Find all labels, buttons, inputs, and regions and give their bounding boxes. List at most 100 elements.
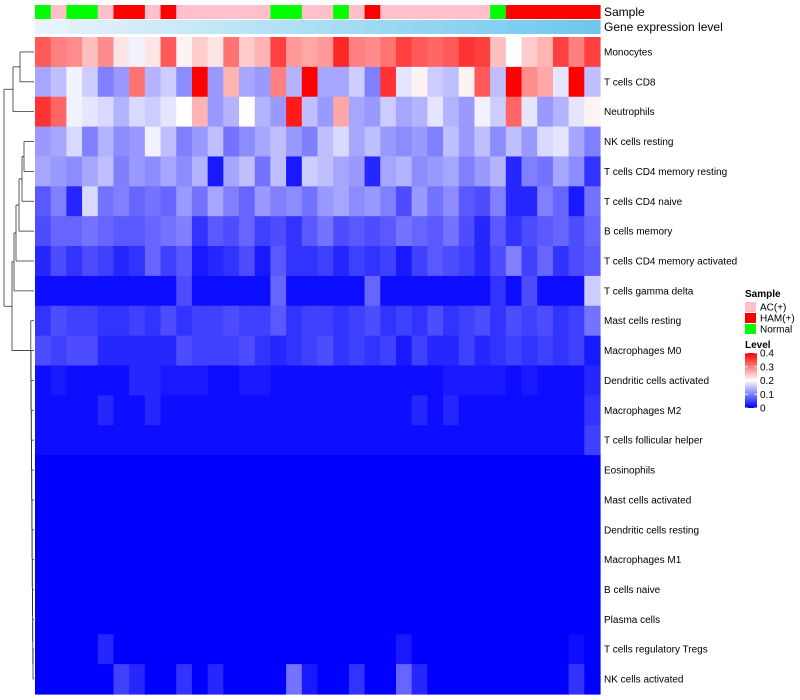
heatmap-cell [286,425,303,456]
heatmap-cell [160,574,177,606]
heatmap-cell [568,395,585,426]
heatmap-cell [364,634,381,665]
heatmap-cell [333,96,350,128]
sample-annotation-cell [364,5,381,19]
heatmap-cell [207,246,224,277]
heatmap-cell [129,126,146,158]
heatmap-cell [191,216,209,247]
heatmap-cell [50,664,67,695]
heatmap-cell [82,126,99,158]
heatmap-cell [380,275,397,307]
heatmap-cell [474,186,491,217]
heatmap-cell [301,37,319,68]
heatmap-cell [254,37,272,68]
heatmap-cell [505,186,523,217]
heatmap-cell [113,126,130,158]
heatmap-cell [474,514,491,546]
gene-expression-annotation-cell [50,20,67,34]
heatmap-cell [50,634,67,665]
heatmap-cell [286,335,303,367]
heatmap-cell [395,66,413,98]
heatmap-cell [239,365,256,396]
heatmap-cell [427,484,444,516]
heatmap-cell [333,37,350,68]
heatmap-cell [411,126,428,158]
heatmap-cell [364,544,381,576]
heatmap-cell [333,574,350,606]
heatmap-cell [474,664,491,695]
heatmap-cell [82,604,99,635]
heatmap-cell [458,634,476,665]
heatmap-cell [333,395,350,426]
heatmap-cell [160,634,177,665]
heatmap-cell [239,126,256,158]
heatmap-cell [490,305,507,337]
heatmap-cell [443,216,460,247]
heatmap-cell [176,484,193,516]
heatmap-cell [443,484,460,516]
heatmap-cell [301,544,319,576]
heatmap-cell [66,156,83,187]
heatmap-cell [270,96,287,128]
heatmap-cell [254,305,272,337]
heatmap-cell [364,305,381,337]
heatmap-cell [66,275,83,307]
sample-annotation-cell [239,5,256,19]
sample-annotation-cell [176,5,193,19]
heatmap-cell [97,484,115,516]
heatmap-cell [568,37,585,68]
sample-annotation-cell [552,5,570,19]
heatmap-cell [129,216,146,247]
heatmap-cell [568,634,585,665]
heatmap-cell [395,96,413,128]
heatmap-cell [411,186,428,217]
heatmap-cell [270,484,287,516]
heatmap-cell [474,574,491,606]
heatmap-cell [50,425,67,456]
row-labels: Monocytes T cells CD8 Neutrophils NK cells … [604,47,737,685]
heatmap-cell [223,544,240,576]
heatmap-cell [82,335,99,367]
heatmap-cell [427,66,444,98]
row-label: T cells gamma delta [604,286,694,297]
heatmap-cell [176,37,193,68]
sample-annotation-cell [223,5,240,19]
heatmap-cell [584,186,601,217]
heatmap-cell [584,335,601,367]
heatmap-cell [568,275,585,307]
gene-expression-annotation-cell [301,20,319,34]
heatmap-cell [521,574,538,606]
gene-expression-annotation-cell [552,20,570,34]
heatmap-cell [207,634,224,665]
heatmap-cell [521,484,538,516]
annotation-label-sample: Sample [604,5,645,19]
heatmap-cell [239,186,256,217]
heatmap-cell [129,335,146,367]
heatmap-cell [317,365,334,396]
heatmap-cell [552,96,570,128]
heatmap-cell [160,246,177,277]
sample-annotation-cell [286,5,303,19]
heatmap-cell [113,544,130,576]
row-label: Macrophages M0 [604,346,682,357]
heatmap-cell [270,514,287,546]
heatmap-cell [411,574,428,606]
heatmap-cell [317,66,334,98]
heatmap-cell [584,484,601,516]
annotation-label-gene-expression: Gene expression level [604,20,723,34]
gene-expression-annotation-cell [505,20,523,34]
heatmap-cell [270,66,287,98]
heatmap-cell [443,246,460,277]
heatmap-cell [505,664,523,695]
heatmap-cell [537,455,554,486]
heatmap-cell [317,275,334,307]
heatmap-cell [411,156,428,187]
heatmap-cell [286,246,303,277]
heatmap-cell [380,484,397,516]
heatmap-cell [411,305,428,337]
heatmap-cell [552,37,570,68]
heatmap-cell [144,216,162,247]
heatmap-cell [160,66,177,98]
heatmap-cell [443,335,460,367]
heatmap-cell [129,156,146,187]
